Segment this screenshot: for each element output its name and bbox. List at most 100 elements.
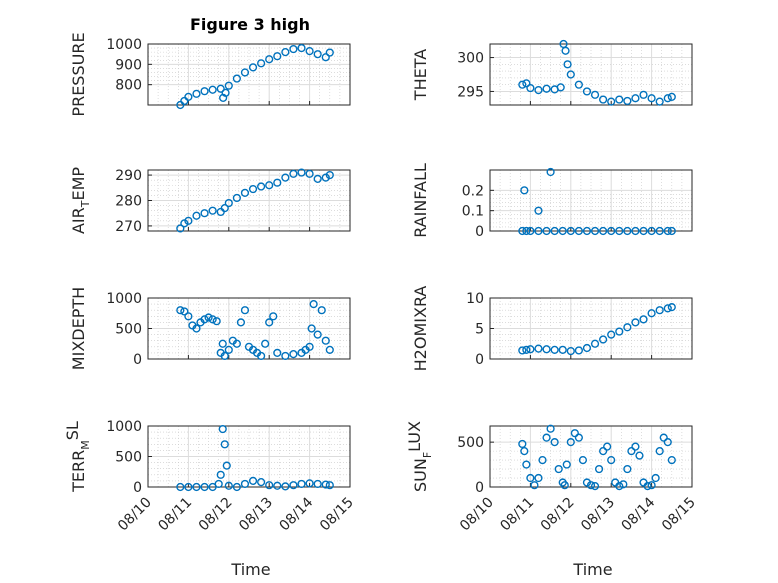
data-point [305,169,314,178]
data-point [289,481,298,490]
data-point [667,226,676,236]
data-point [240,479,250,489]
data-point [631,94,640,103]
data-point [273,481,282,490]
data-point [647,94,656,103]
data-point [192,89,201,98]
data-point [586,481,596,490]
data-point [220,351,229,361]
y-axis-label: THETA [411,49,430,101]
data-point [534,344,543,353]
data-point [297,479,306,489]
data-point [180,219,189,228]
data-point [651,473,660,483]
subplot-3: 270 280 290 AIRTEMP [69,167,351,235]
data-point [522,79,531,88]
data-point [317,306,326,315]
y-tick-label: 1000 [106,419,142,435]
data-point [534,206,543,215]
data-point [184,216,193,225]
data-point [176,482,185,492]
y-tick-label: 0.1 [462,204,484,220]
y-tick-label: 300 [457,51,484,67]
data-point [216,84,225,93]
data-point [574,80,583,89]
data-point [566,438,575,447]
data-point [221,88,230,97]
data-point [248,184,258,194]
data-point [623,96,632,106]
data-point [558,226,567,236]
data-point [594,464,604,474]
data-point [321,480,330,489]
data-point [518,226,527,236]
y-tick-label: 500 [457,435,484,451]
data-point [578,455,588,465]
data-point [590,339,600,348]
data-point [297,168,306,177]
data-point [240,306,250,315]
y-axis-label: TERRMSL [63,421,92,493]
data-point [248,63,258,72]
data-point [261,339,270,348]
axes-border [147,169,351,232]
data-point [530,481,539,490]
y-tick-label: 5 [475,322,484,338]
y-axis-label: PRESSURE [69,32,88,116]
data-point [212,317,221,326]
data-point [582,87,592,96]
data-point [667,92,676,101]
y-tick-label: 295 [457,84,484,100]
data-point [562,460,571,469]
y-axis-label: AIRTEMP [69,167,92,234]
data-point [550,226,559,236]
data-point [582,226,592,236]
data-point [208,206,217,215]
data-point [313,174,322,183]
data-point [607,455,616,465]
data-point [607,330,616,339]
y-axis-label: RAINFALL [411,163,430,238]
x-axis-label: Time [572,560,612,579]
subplot-4: 0 0.1 0.2 RAINFALL [411,163,693,240]
data-point [667,303,676,312]
data-point [321,336,330,345]
y-tick-label: 0.2 [462,183,484,199]
data-point [305,479,314,488]
data-point [534,226,543,236]
y-tick-label: 0 [475,352,484,368]
data-point [590,482,600,491]
data-point [273,52,282,61]
data-point [526,226,535,236]
x-tick-label: 08/15 [659,495,699,535]
data-point [240,188,250,197]
data-point [599,335,608,344]
data-point [224,81,233,90]
data-point [200,209,209,218]
data-point [663,438,672,447]
data-point [574,226,583,236]
data-point [607,226,616,236]
data-point [214,479,223,489]
subplot-6: 0 5 10 H2OMIXRA [411,286,693,371]
data-point [542,226,551,236]
subplot-5: 0 500 1000 MIXDEPTH [69,287,351,370]
data-point [281,482,290,491]
data-point [647,226,656,236]
data-point [240,68,250,77]
data-point [265,181,274,190]
data-point [647,481,656,490]
y-tick-label: 0 [475,480,484,496]
data-point [520,447,529,456]
data-point [655,306,664,315]
data-point [184,482,193,492]
data-point [546,167,555,177]
y-axis-label: SUNFLUX [405,421,434,492]
axes-border [489,297,693,360]
data-point [309,300,318,309]
data-point [623,323,632,332]
data-point [574,346,583,355]
data-point [615,226,624,236]
data-point [566,226,575,236]
data-point [176,306,185,315]
